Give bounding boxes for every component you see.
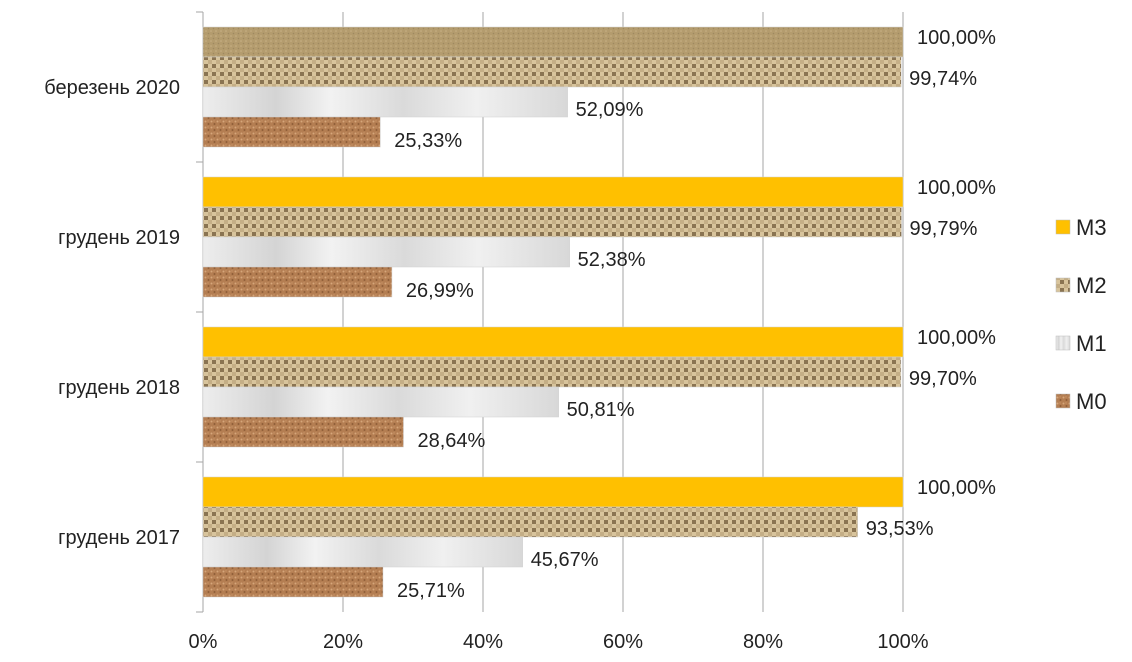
bar-m0 [202,566,384,598]
bar-m1 [202,236,570,268]
y-category-label: березень 2020 [44,77,180,99]
data-label-m0: 25,71% [397,580,465,602]
data-label-m3: 100,00% [917,27,996,49]
legend-label-m3: M3 [1076,215,1107,240]
data-label-m2: 99,79% [910,218,978,240]
y-category-label: грудень 2017 [58,527,180,549]
bar-m2 [202,206,902,238]
bar-m0 [202,116,381,148]
legend-swatch-m3 [1055,219,1071,235]
x-tick-label: 20% [323,631,363,653]
y-category-label: грудень 2018 [58,377,180,399]
bar-m2 [202,506,858,538]
bar-m2 [202,56,902,88]
y-category-label: грудень 2019 [58,227,180,249]
legend-label-m2: M2 [1076,273,1107,298]
bar-m0 [202,416,404,448]
bar-m3 [202,176,904,208]
bar-m1 [202,536,523,568]
data-label-m1: 45,67% [531,549,599,571]
data-label-m0: 28,64% [417,430,485,452]
bar-m2 [202,356,902,388]
legend-label-m0: M0 [1076,389,1107,414]
bar-m3 [202,476,904,508]
bar-m3 [202,326,904,358]
bar-m1 [202,386,559,418]
x-tick-label: 0% [189,631,218,653]
data-label-m2: 93,53% [866,518,934,540]
data-label-m1: 50,81% [567,399,635,421]
x-tick-label: 100% [877,631,928,653]
bar-m0 [202,266,393,298]
data-label-m1: 52,38% [578,249,646,271]
legend-label-m1: M1 [1076,331,1107,356]
data-label-m3: 100,00% [917,477,996,499]
data-label-m0: 25,33% [394,130,462,152]
x-tick-label: 40% [463,631,503,653]
data-label-m1: 52,09% [576,99,644,121]
x-tick-label: 80% [743,631,783,653]
legend-swatch-m0 [1055,393,1071,409]
legend-swatch-m1 [1055,335,1071,351]
legend-swatch-m2 [1055,277,1071,293]
data-label-m3: 100,00% [917,177,996,199]
data-label-m2: 99,74% [909,68,977,90]
data-label-m3: 100,00% [917,327,996,349]
bar-m3 [202,26,904,58]
data-label-m0: 26,99% [406,280,474,302]
bar-m1 [202,86,568,118]
data-label-m2: 99,70% [909,368,977,390]
x-tick-label: 60% [603,631,643,653]
